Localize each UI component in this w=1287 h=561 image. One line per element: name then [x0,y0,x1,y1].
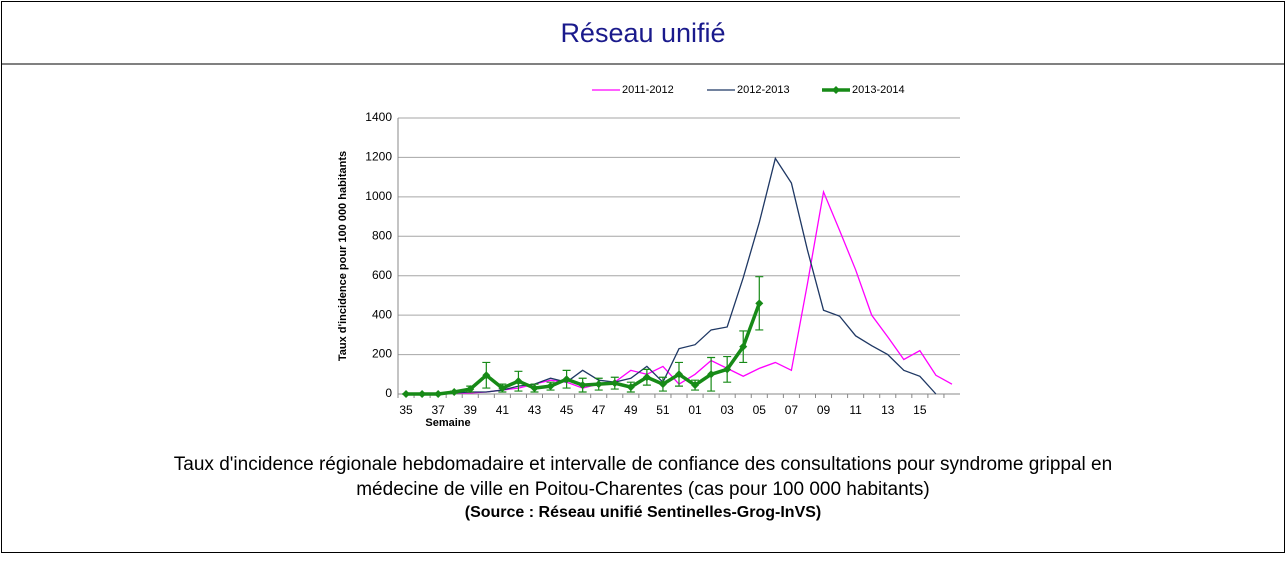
x-tick-label: 15 [913,403,927,417]
x-tick-label: 09 [817,403,831,417]
x-tick-label: 13 [881,403,895,417]
x-tick-label: 11 [849,403,862,417]
x-tick-label: 39 [464,403,478,417]
x-tick-label: 01 [688,403,702,417]
legend-marker [832,86,840,94]
y-tick-label: 1000 [365,189,392,203]
marker [530,384,539,393]
header: Réseau unifié [560,18,725,48]
y-tick-label: 400 [372,307,392,321]
marker [642,373,651,382]
x-tick-label: 35 [399,403,413,417]
marker [546,382,555,391]
marker [418,390,427,398]
x-tick-label: 43 [528,403,542,417]
marker [675,370,683,379]
marker [562,375,571,384]
x-tick-label: 05 [753,403,767,417]
legend-label: 2012-2013 [737,84,790,96]
marker [578,381,587,390]
x-tick-label: 37 [431,403,445,417]
caption-line: médecine de ville en Poitou-Charentes (c… [356,479,930,500]
x-tick-label: 49 [624,403,638,417]
marker [466,385,475,394]
marker [755,299,764,308]
y-tick-label: 1400 [365,110,392,124]
marker [514,377,523,386]
y-tick-label: 600 [372,268,392,282]
x-tick-label: 45 [560,403,574,417]
marker [626,383,635,392]
marker [723,365,732,374]
marker [691,381,700,390]
marker [610,379,619,388]
marker [482,371,491,380]
y-tick-label: 1200 [365,150,392,164]
x-tick-label: 41 [496,403,510,417]
x-tick-label: 07 [785,403,799,417]
legend-label: 2011-2012 [622,84,674,96]
x-tick-label: 51 [656,403,670,417]
y-axis-label: Taux d'incidence pour 100 000 habitants [337,151,349,361]
marker [450,388,459,397]
x-tick-label: 03 [720,403,734,417]
marker [402,390,411,398]
marker [434,390,443,398]
marker [739,342,748,351]
legend-label: 2013-2014 [852,84,905,96]
marker [498,384,507,393]
source: (Source : Réseau unifié Sentinelles-Grog… [465,504,822,521]
caption-line: Taux d'incidence régionale hebdomadaire … [174,454,1112,475]
marker [658,380,667,389]
y-tick-label: 200 [372,347,392,361]
marker [707,370,716,379]
y-tick-label: 800 [372,228,392,242]
marker [594,380,603,389]
x-axis-label: Semaine [425,417,470,429]
y-tick-label: 0 [385,386,392,400]
series-line [406,156,937,395]
x-tick-label: 47 [592,403,606,417]
